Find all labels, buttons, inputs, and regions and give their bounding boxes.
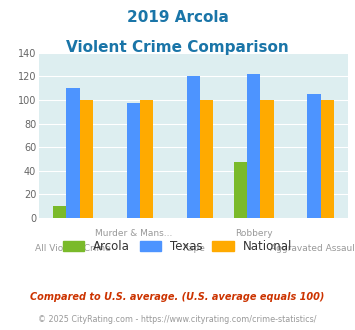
Text: Murder & Mans...: Murder & Mans... — [94, 229, 172, 238]
Bar — [247, 74, 260, 218]
Bar — [200, 100, 213, 218]
Bar — [66, 88, 80, 218]
Bar — [140, 100, 153, 218]
Bar — [321, 100, 334, 218]
Text: All Violent Crime: All Violent Crime — [35, 244, 111, 253]
Legend: Arcola, Texas, National: Arcola, Texas, National — [62, 240, 293, 253]
Bar — [53, 206, 66, 218]
Text: Robbery: Robbery — [235, 229, 273, 238]
Bar — [260, 100, 274, 218]
Text: Compared to U.S. average. (U.S. average equals 100): Compared to U.S. average. (U.S. average … — [30, 292, 325, 302]
Text: 2019 Arcola: 2019 Arcola — [127, 10, 228, 25]
Text: Rape: Rape — [182, 244, 205, 253]
Bar — [187, 76, 200, 218]
Text: Aggravated Assault: Aggravated Assault — [270, 244, 355, 253]
Bar — [127, 104, 140, 218]
Text: Violent Crime Comparison: Violent Crime Comparison — [66, 40, 289, 54]
Bar — [80, 100, 93, 218]
Bar — [307, 94, 321, 218]
Text: © 2025 CityRating.com - https://www.cityrating.com/crime-statistics/: © 2025 CityRating.com - https://www.city… — [38, 315, 317, 324]
Bar — [234, 162, 247, 218]
